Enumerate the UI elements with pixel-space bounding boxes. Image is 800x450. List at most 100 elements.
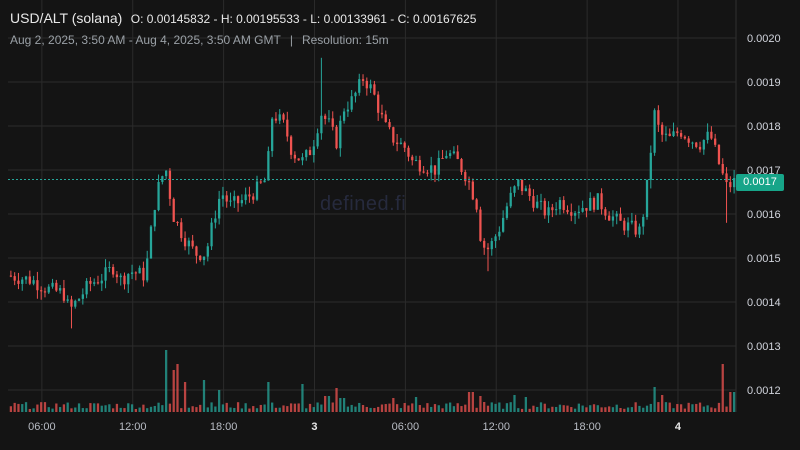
candle-body [123, 275, 126, 285]
candle-body [611, 216, 615, 221]
volume-bar [77, 403, 81, 412]
volume-bar [679, 404, 683, 412]
candle-body [157, 181, 160, 210]
volume-bar [528, 408, 531, 412]
volume-bar [161, 405, 164, 412]
volume-bar [278, 407, 281, 412]
volume-bar [430, 406, 433, 412]
volume-bar [225, 402, 228, 412]
volume-bar [551, 406, 554, 412]
candle-body [28, 276, 31, 284]
volume-bar [448, 402, 452, 412]
y-tick-label: 0.0012 [747, 385, 781, 397]
candle-body [108, 267, 111, 269]
candle-body [573, 213, 577, 216]
candle-body [581, 208, 584, 212]
volume-bar [608, 406, 611, 412]
volume-bar [452, 406, 456, 412]
volume-bar [710, 407, 713, 412]
candle-body [335, 126, 338, 149]
candle-body [509, 192, 512, 207]
candle-body [81, 294, 84, 299]
volume-bar [426, 403, 429, 412]
candle-body [21, 279, 24, 284]
candle-body [615, 213, 618, 217]
volume-bar [558, 404, 562, 412]
volume-bar [456, 403, 459, 412]
candle-body [346, 109, 350, 112]
candle-body [657, 110, 660, 125]
volume-bar [244, 403, 247, 412]
watermark: defined.fi [320, 193, 407, 215]
candle-body [320, 115, 323, 134]
candle-body [218, 198, 221, 219]
volume-bar [286, 406, 289, 412]
candle-body [17, 280, 20, 284]
candle-body [460, 159, 463, 173]
volume-bar [172, 370, 175, 412]
candle-body [327, 118, 331, 120]
candle-body [130, 272, 134, 274]
volume-bar [146, 408, 149, 412]
grid [8, 0, 737, 412]
volume-bar [157, 402, 160, 412]
volume-bar [361, 405, 365, 412]
candle-body [596, 193, 599, 210]
candle-body [142, 267, 145, 281]
candle-body [9, 275, 13, 277]
candle-body [138, 267, 141, 274]
candle-body [43, 291, 47, 293]
volume-bar [630, 407, 634, 412]
volume-bar [596, 405, 599, 412]
candle-body [331, 118, 334, 127]
candle-body [668, 133, 671, 137]
volume-bar [297, 403, 300, 412]
candle-body [70, 299, 73, 307]
candle-body [388, 122, 391, 128]
candle-body [513, 186, 516, 193]
volume-bar [335, 388, 338, 412]
volume-bar [199, 404, 202, 412]
volume-bar [308, 403, 312, 412]
volume-bar [130, 404, 134, 412]
candle-body [32, 280, 35, 284]
volume-bar [683, 408, 687, 412]
candle-body [255, 181, 259, 200]
volume-bar [615, 404, 618, 412]
volume-bar [392, 398, 395, 412]
candle-body [566, 209, 569, 213]
candle-body [350, 96, 353, 110]
volume-bar [282, 405, 285, 412]
candle-body [467, 181, 471, 183]
candle-body [695, 142, 698, 147]
candle-body [233, 196, 236, 201]
candle-body [127, 273, 130, 285]
volume-bar [619, 408, 622, 412]
candle-body [289, 136, 293, 155]
candle-body [161, 176, 164, 182]
candle-body [369, 84, 372, 89]
candle-body [505, 206, 509, 218]
volume-bar [464, 404, 467, 412]
volume-bar [252, 406, 255, 412]
resolution-label: Resolution: 15m [301, 33, 389, 47]
y-tick-label: 0.0013 [747, 341, 781, 353]
volume-bar [483, 402, 486, 412]
volume-bar [93, 403, 96, 412]
volume-bar [206, 407, 209, 412]
volume-bar [706, 405, 709, 412]
volume-bar [255, 408, 259, 412]
volume-bar [305, 408, 308, 412]
x-tick-label: 06:00 [392, 421, 420, 433]
candle-body [377, 94, 380, 113]
candle-body [456, 151, 459, 160]
candle-body [520, 179, 524, 192]
volume-bar [316, 402, 319, 412]
candle-body [293, 154, 297, 159]
candle-body [475, 199, 478, 210]
volume-bar [626, 407, 630, 412]
candle-body [437, 157, 440, 175]
volume-bar [517, 408, 520, 412]
volume-bar [108, 404, 111, 412]
